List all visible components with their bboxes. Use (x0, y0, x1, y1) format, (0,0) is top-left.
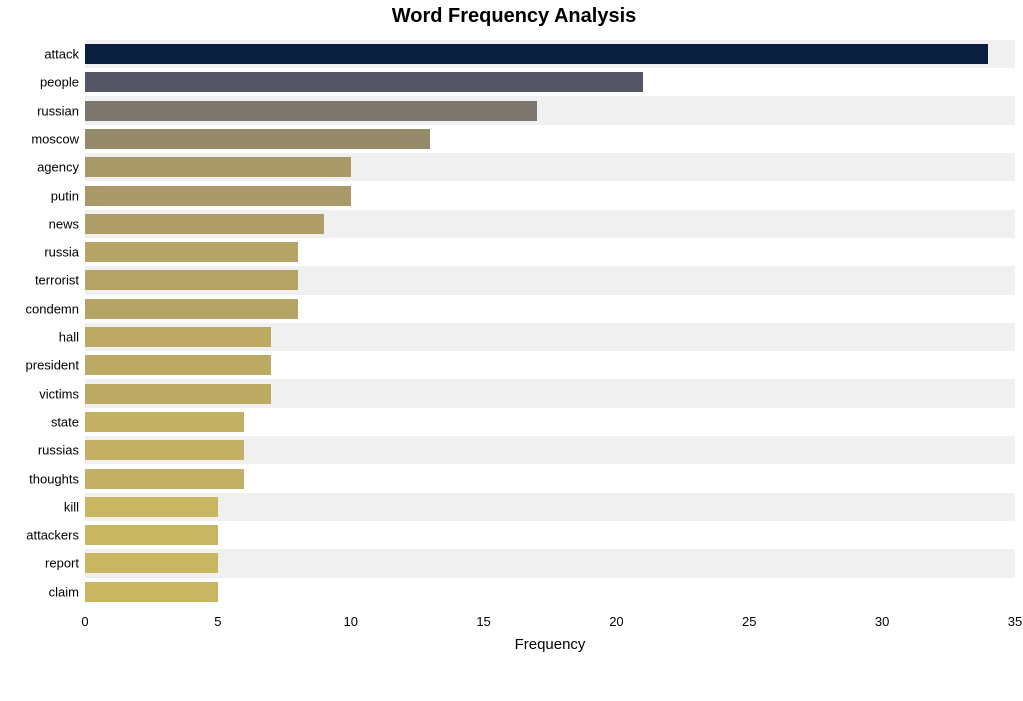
chart-container: Word Frequency Analysis attackpeopleruss… (10, 5, 1018, 695)
bar (85, 440, 244, 460)
y-axis-label: russia (0, 245, 79, 260)
y-axis-label: condemn (0, 301, 79, 316)
y-axis-label: thoughts (0, 471, 79, 486)
y-axis-label: agency (0, 160, 79, 175)
plot-area: attackpeoplerussianmoscowagencyputinnews… (85, 40, 1015, 606)
bar (85, 384, 271, 404)
y-axis-label: president (0, 358, 79, 373)
y-axis-label: report (0, 556, 79, 571)
bar (85, 44, 988, 64)
y-axis-label: terrorist (0, 273, 79, 288)
grid-band (85, 549, 1015, 577)
bar (85, 186, 351, 206)
x-tick-label: 20 (609, 614, 623, 629)
bar (85, 157, 351, 177)
y-axis-label: people (0, 75, 79, 90)
y-axis-label: state (0, 414, 79, 429)
bar (85, 497, 218, 517)
bar (85, 72, 643, 92)
y-axis-label: kill (0, 499, 79, 514)
bar (85, 129, 430, 149)
bar (85, 525, 218, 545)
y-axis-label: putin (0, 188, 79, 203)
bar (85, 553, 218, 573)
bar (85, 270, 298, 290)
y-axis-label: moscow (0, 131, 79, 146)
x-tick-label: 25 (742, 614, 756, 629)
y-axis-label: news (0, 216, 79, 231)
bar (85, 299, 298, 319)
x-tick-label: 0 (81, 614, 88, 629)
grid-band (85, 521, 1015, 549)
bar (85, 242, 298, 262)
x-tick-label: 15 (476, 614, 490, 629)
x-axis-title: Frequency (515, 636, 586, 653)
chart-title: Word Frequency Analysis (10, 5, 1018, 28)
y-axis-label: hall (0, 330, 79, 345)
grid-band (85, 578, 1015, 606)
y-axis-label: russias (0, 443, 79, 458)
bar (85, 327, 271, 347)
y-axis-label: attack (0, 47, 79, 62)
bar (85, 412, 244, 432)
bar (85, 101, 537, 121)
y-axis-label: victims (0, 386, 79, 401)
y-axis-label: russian (0, 103, 79, 118)
y-axis-label: attackers (0, 528, 79, 543)
grid-band (85, 493, 1015, 521)
bar (85, 469, 244, 489)
x-tick-label: 30 (875, 614, 889, 629)
bar (85, 355, 271, 375)
x-tick-label: 5 (214, 614, 221, 629)
x-tick-label: 10 (343, 614, 357, 629)
bar (85, 582, 218, 602)
x-tick-label: 35 (1008, 614, 1022, 629)
y-axis-label: claim (0, 584, 79, 599)
bar (85, 214, 324, 234)
